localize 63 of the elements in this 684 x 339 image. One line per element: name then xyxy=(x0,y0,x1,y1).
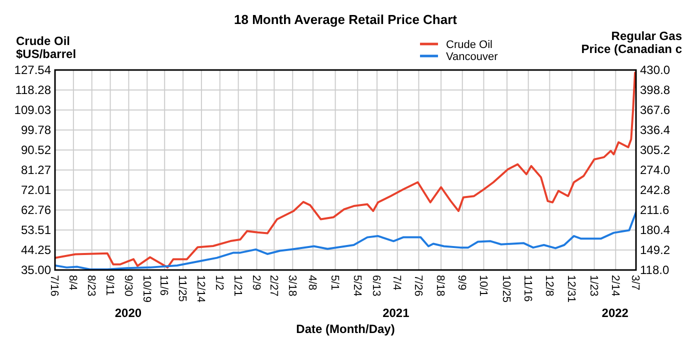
x-tick-label: 9/9 xyxy=(456,275,468,290)
legend-label: Vancouver xyxy=(446,50,498,63)
line-series xyxy=(55,72,636,268)
x-tick-label: 3/7 xyxy=(629,275,642,290)
line-series xyxy=(55,211,636,270)
x-tick-label: 12/31 xyxy=(565,275,578,303)
y2-tick-label: 336.4 xyxy=(640,123,670,138)
y-tick-label: 62.76 xyxy=(20,203,52,218)
y2-tick-label: 180.4 xyxy=(640,223,670,238)
x-tick-label: 8/18 xyxy=(434,275,446,296)
y2-axis-title: Regular Gas Price (Canadian c xyxy=(581,29,682,56)
text: 2020 xyxy=(114,306,142,320)
x-tick-label: 10/19 xyxy=(140,275,152,303)
x-tick-label: 4/8 xyxy=(306,275,318,290)
y-axis-title: Crude Oil $US/barrel xyxy=(16,34,76,61)
y-tick-label: 53.51 xyxy=(20,223,52,238)
y2-tick-label: 367.6 xyxy=(640,103,670,118)
x-tick-label: 8/4 xyxy=(66,275,79,290)
x-tick-label: 1/21 xyxy=(231,275,244,296)
y-tick-label: 127.54 xyxy=(14,63,52,78)
legend-label: Crude Oil xyxy=(446,38,492,51)
x-tick-label: 12/14 xyxy=(194,275,207,303)
y2-tick-label: 149.2 xyxy=(640,243,670,258)
x-tick-label: 1/23 xyxy=(587,275,600,296)
text: 2021 xyxy=(382,306,410,320)
y-tick-label: 72.01 xyxy=(20,183,52,198)
x-tick-label: 7/4 xyxy=(390,275,403,290)
x-tick-label: 8/23 xyxy=(85,275,98,296)
y2-tick-label: 211.6 xyxy=(640,203,670,218)
x-tick-label: 3/18 xyxy=(286,275,298,296)
y-tick-label: 35.00 xyxy=(20,263,52,278)
y2-tick-label: 118.0 xyxy=(640,263,670,278)
y-tick-label: 81.27 xyxy=(20,163,52,178)
y-tick-label: 99.78 xyxy=(20,123,52,138)
x-tick-label: 2/27 xyxy=(267,275,280,296)
y2-tick-label: 398.8 xyxy=(640,83,670,98)
x-tick-label: 5/24 xyxy=(350,275,363,296)
x-tick-label: 10/25 xyxy=(500,275,512,303)
y-tick-label: 109.03 xyxy=(14,103,52,118)
x-tick-label: 11/16 xyxy=(521,275,534,302)
x-tick-label: 5/1 xyxy=(328,275,340,290)
x-tick-label: 7/26 xyxy=(412,275,424,296)
x-tick-label: 2/14 xyxy=(608,275,621,296)
x-tick-label: 11/25 xyxy=(176,275,188,302)
y-tick-label: 44.25 xyxy=(20,243,52,258)
x-tick-label: 2/9 xyxy=(250,275,262,290)
y2-tick-label: 242.8 xyxy=(640,183,670,198)
y2-tick-label: 305.2 xyxy=(640,143,670,158)
y2-tick-label: 274.0 xyxy=(640,163,670,178)
x-tick-label: 1/2 xyxy=(213,275,226,290)
x-tick-label: 12/8 xyxy=(542,275,555,296)
x-tick-label: 9/11 xyxy=(103,275,116,296)
x-tick-label: 10/1 xyxy=(476,275,489,296)
y-tick-label: 118.28 xyxy=(15,83,52,98)
x-tick-label: 9/30 xyxy=(122,275,134,296)
x-tick-label: 6/13 xyxy=(370,275,382,296)
chart-title: 18 Month Average Retail Price Chart xyxy=(234,12,458,27)
text: 2022 xyxy=(602,306,629,320)
x-tick-label: 11/6 xyxy=(158,275,170,296)
y-tick-label: 90.52 xyxy=(20,143,52,158)
y2-tick-label: 430.0 xyxy=(640,63,670,78)
x-tick-label: 7/16 xyxy=(48,275,60,296)
x-axis-title: Date (Month/Day) xyxy=(296,322,395,336)
